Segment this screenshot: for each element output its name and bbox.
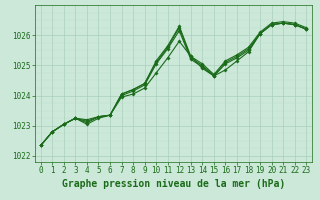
X-axis label: Graphe pression niveau de la mer (hPa): Graphe pression niveau de la mer (hPa): [62, 179, 285, 189]
